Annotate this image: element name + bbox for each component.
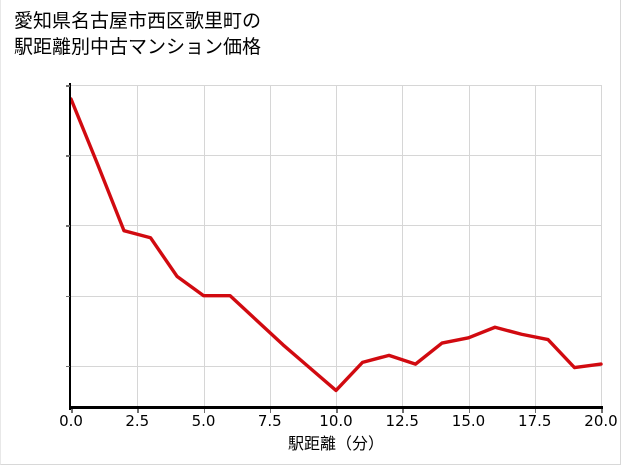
gridline-vertical: [534, 85, 536, 408]
x-tick-mark: [336, 409, 338, 413]
line-series: [69, 97, 603, 393]
gridline-vertical: [203, 85, 205, 408]
plot-area: [69, 85, 603, 408]
x-axis-spine: [69, 406, 603, 409]
gridline-vertical: [468, 85, 470, 408]
chart-title: 愛知県名古屋市西区歌里町の 駅距離別中古マンション価格: [14, 10, 262, 58]
y-tick-mark: [66, 155, 70, 157]
x-tick-label: 10.0: [319, 412, 353, 430]
x-tick-mark: [534, 409, 537, 413]
y-axis-label: 坪 (3.3㎡) 単価 (万円): [1, 0, 17, 60]
series-polyline: [69, 97, 603, 393]
x-tick-mark: [137, 409, 139, 413]
x-tick-mark: [468, 409, 470, 413]
x-tick-mark: [402, 409, 404, 413]
gridline-vertical: [402, 85, 404, 408]
x-tick-label: 20.0: [584, 412, 618, 430]
gridline-vertical: [601, 85, 602, 408]
y-tick-mark: [66, 295, 70, 298]
y-tick-mark: [66, 365, 70, 368]
gridline-vertical: [137, 85, 139, 408]
gridline-vertical: [336, 85, 337, 408]
x-tick-mark: [269, 409, 272, 413]
x-tick-label: 12.5: [385, 412, 419, 430]
y-tick-mark: [66, 85, 70, 87]
x-tick-label: 0.0: [59, 412, 83, 430]
x-tick-mark: [203, 409, 205, 413]
x-tick-mark: [601, 409, 603, 413]
x-tick-mark: [71, 409, 73, 413]
x-tick-label: 17.5: [518, 412, 552, 430]
x-tick-label: 2.5: [125, 412, 150, 430]
x-tick-label: 7.5: [257, 412, 282, 430]
y-tick-mark: [66, 225, 70, 227]
x-axis-label: 駅距離（分）: [287, 434, 384, 453]
x-tick-label: 15.0: [451, 412, 486, 430]
gridline-vertical: [269, 85, 271, 408]
x-tick-label: 5.0: [191, 412, 216, 430]
y-axis-spine: [69, 83, 72, 410]
